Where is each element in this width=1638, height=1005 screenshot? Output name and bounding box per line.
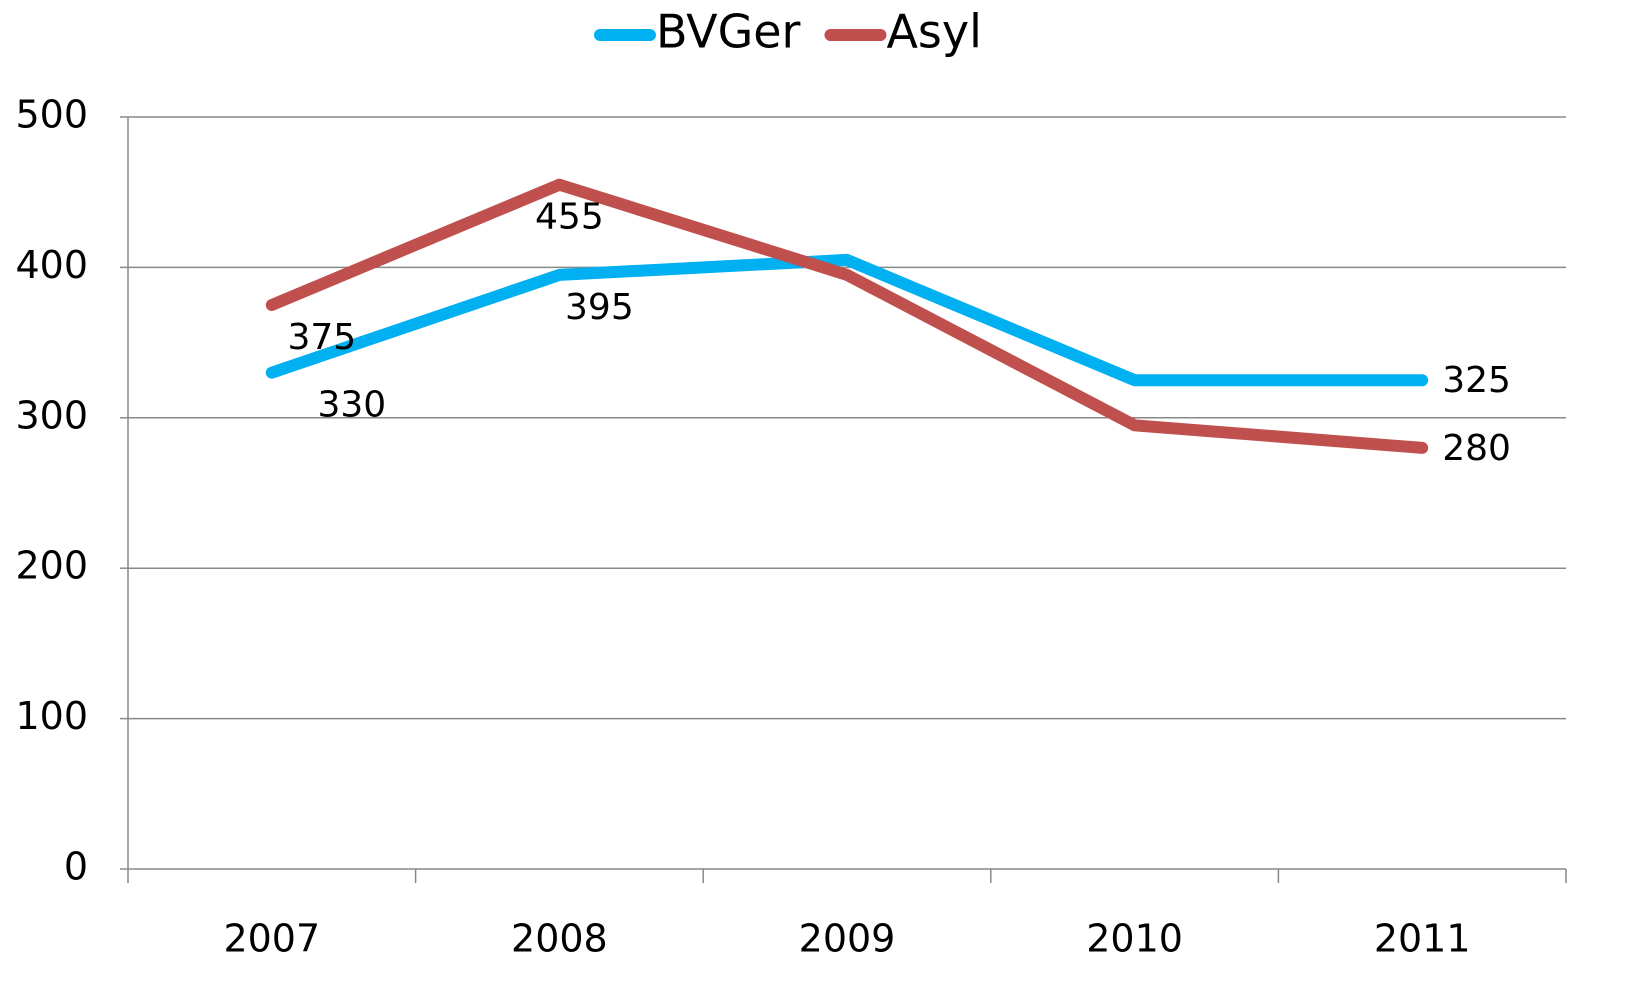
data-label: 280 <box>1442 428 1511 469</box>
legend-label: Asyl <box>886 5 981 59</box>
y-tick-label: 100 <box>15 694 88 738</box>
x-tick-label: 2011 <box>1374 917 1471 961</box>
x-tick-label: 2008 <box>511 917 608 961</box>
series-line <box>265 178 1429 454</box>
data-label: 375 <box>287 317 356 358</box>
x-tick-label: 2009 <box>799 917 896 961</box>
y-tick-label: 0 <box>64 845 88 889</box>
y-tick-label: 300 <box>15 393 88 437</box>
data-label: 325 <box>1442 360 1511 401</box>
y-tick-label: 200 <box>15 544 88 588</box>
legend-label: BVGer <box>656 5 801 59</box>
y-tick-label: 400 <box>15 243 88 287</box>
series-line <box>265 253 1429 387</box>
data-label: 395 <box>565 287 634 328</box>
x-tick-label: 2010 <box>1086 917 1183 961</box>
data-label: 455 <box>535 197 604 238</box>
x-tick-label: 2007 <box>223 917 320 961</box>
data-label: 330 <box>317 385 386 426</box>
y-tick-label: 500 <box>15 93 88 137</box>
